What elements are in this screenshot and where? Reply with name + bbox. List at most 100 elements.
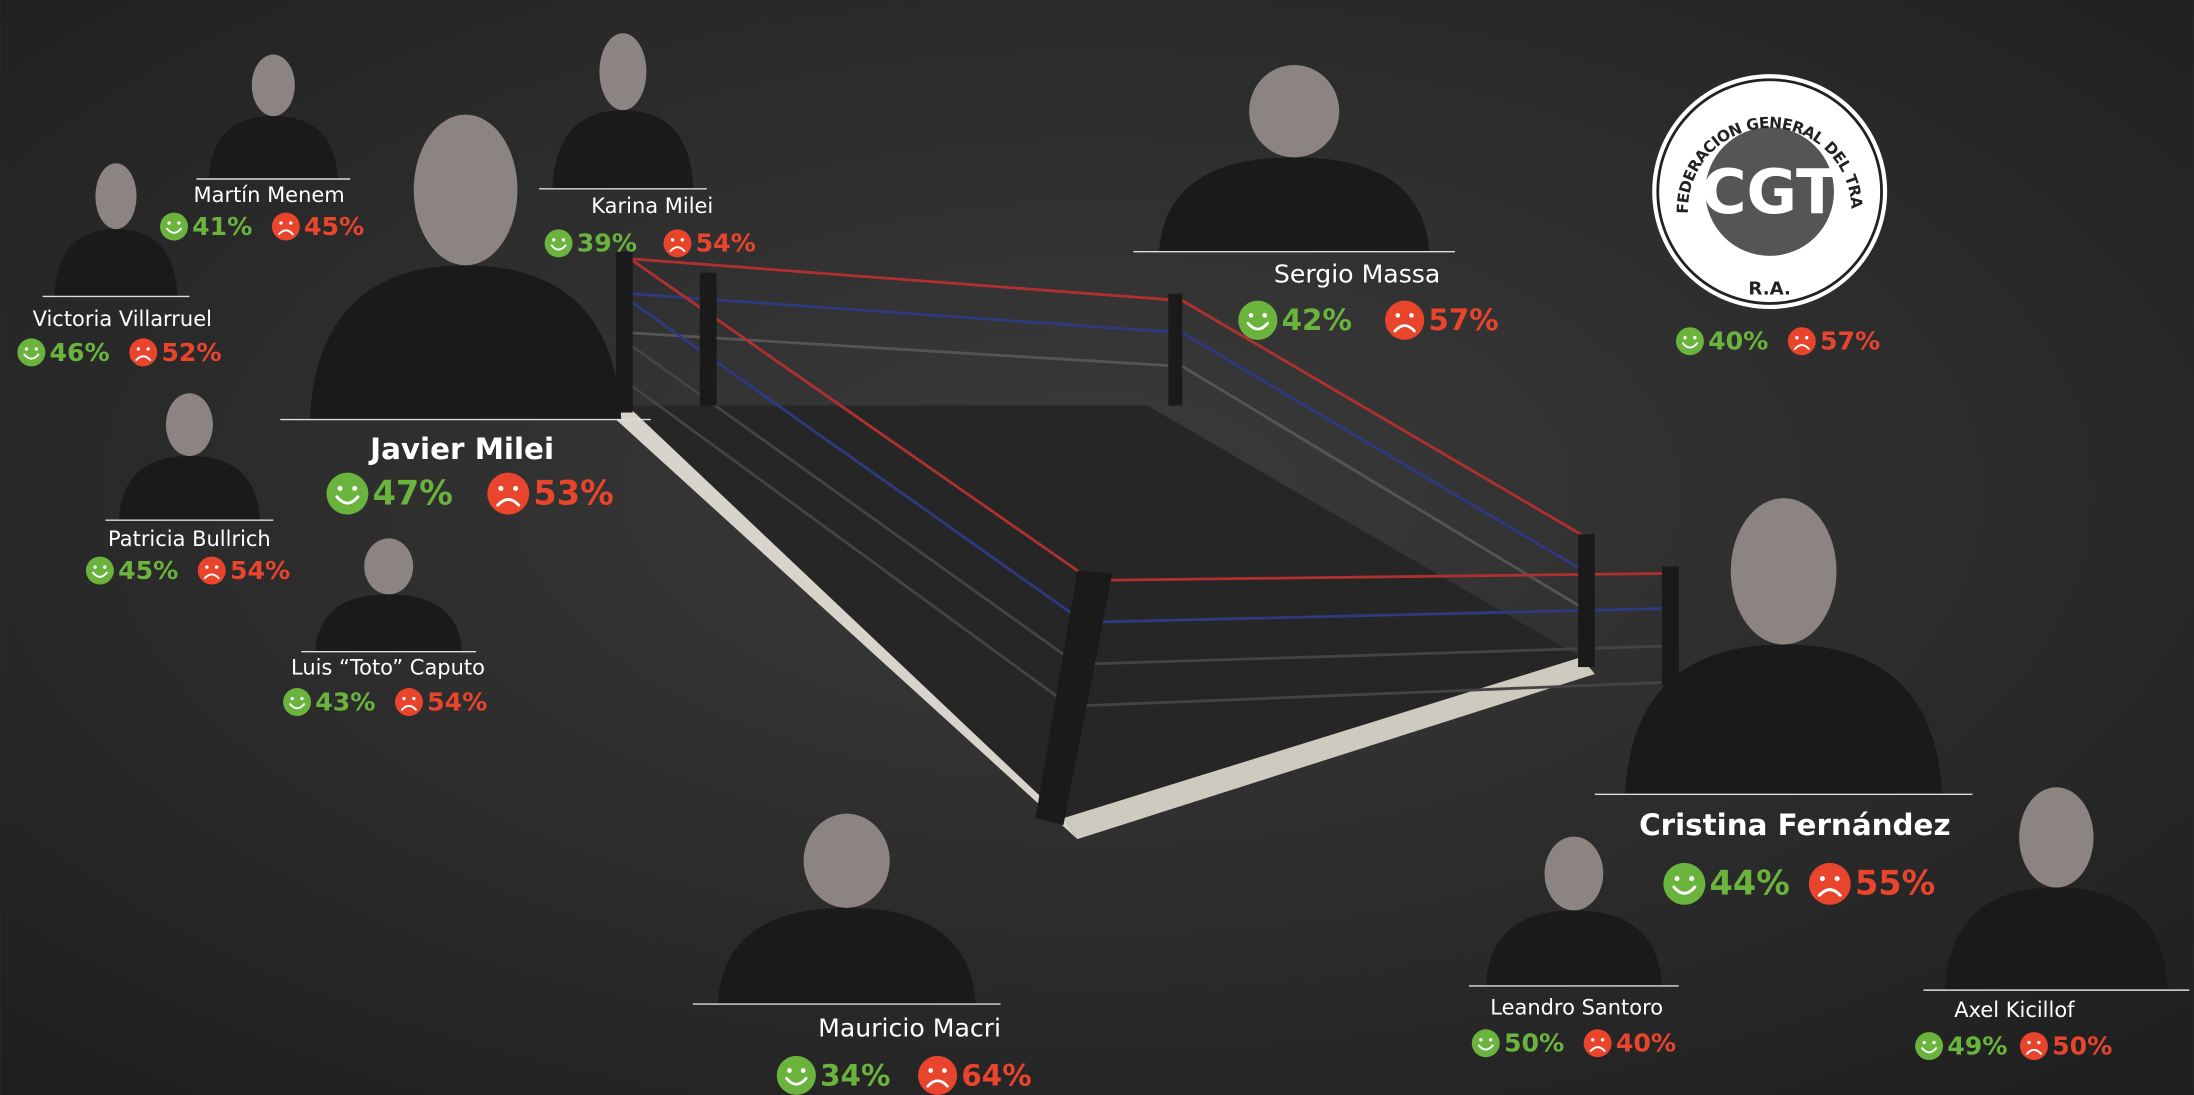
eye [146, 347, 149, 350]
frown-icon [1385, 301, 1424, 340]
eye [562, 238, 565, 241]
frown-icon [663, 229, 691, 257]
person-name: Victoria Villarruel [33, 307, 212, 331]
smile-icon [1663, 863, 1705, 905]
approve-pct: 34% [820, 1058, 890, 1092]
photo-head [599, 33, 646, 110]
eye [291, 697, 294, 700]
frown-icon [1809, 863, 1851, 905]
person-name: Mauricio Macri [818, 1013, 1001, 1042]
photo-head [252, 55, 295, 117]
frown-icon [1584, 1029, 1612, 1057]
eye [338, 486, 343, 491]
eye [1689, 876, 1694, 881]
photo-head [95, 163, 136, 229]
smile-icon [1472, 1029, 1500, 1057]
person-name: Sergio Massa [1274, 259, 1440, 288]
person-name: Axel Kicillof [1954, 998, 2075, 1022]
smile-icon [1238, 301, 1277, 340]
photo-head [1545, 837, 1604, 911]
eye [942, 1068, 947, 1073]
frown-icon [272, 213, 300, 241]
eye [2037, 1041, 2040, 1044]
person-name: Martín Menem [194, 183, 345, 207]
eye [513, 486, 518, 491]
eye [177, 221, 180, 224]
eye [300, 697, 303, 700]
eye [1489, 1038, 1492, 1041]
disapprove-pct: 54% [230, 556, 290, 585]
eye [352, 486, 357, 491]
smile-icon [283, 688, 311, 716]
photo-head [364, 538, 413, 594]
photo-head [414, 115, 518, 266]
eye [279, 221, 282, 224]
frown-icon [395, 688, 423, 716]
person-name: Karina Milei [591, 194, 713, 218]
approve-pct: 42% [1282, 303, 1352, 337]
photo-head [2019, 787, 2093, 887]
eye [1601, 1038, 1604, 1041]
disapprove-pct: 55% [1855, 864, 1935, 903]
eye [1674, 876, 1679, 881]
eye [93, 565, 96, 568]
person-name: Javier Milei [368, 432, 554, 466]
eye [1805, 336, 1808, 339]
approve-pct: 39% [577, 229, 637, 258]
frown-icon [129, 338, 157, 366]
logo-bottom-text: R.A. [1748, 278, 1791, 299]
disapprove-pct: 53% [533, 474, 613, 513]
eye [1395, 313, 1400, 318]
approve-pct: 47% [373, 474, 453, 513]
eye [671, 238, 674, 241]
eye [289, 221, 292, 224]
approve-pct: 49% [1947, 1031, 2007, 1060]
eye [1249, 313, 1254, 318]
smile-icon [1676, 327, 1704, 355]
person-name: Leandro Santoro [1490, 995, 1663, 1019]
eye [928, 1068, 933, 1073]
photo-head [166, 393, 213, 456]
eye [167, 221, 170, 224]
approve-pct: 40% [1708, 327, 1768, 356]
eye [25, 347, 28, 350]
eye [552, 238, 555, 241]
smile-icon [545, 229, 573, 257]
frown-icon [198, 557, 226, 585]
eye [205, 565, 208, 568]
eye [1262, 313, 1267, 318]
approve-pct: 41% [192, 212, 252, 241]
eye [1923, 1041, 1926, 1044]
eye [1693, 336, 1696, 339]
photo-head [804, 814, 890, 908]
eye [402, 697, 405, 700]
person-name: Cristina Fernández [1639, 808, 1951, 842]
person-name: Patricia Bullrich [108, 527, 271, 551]
eye [2027, 1041, 2030, 1044]
disapprove-pct: 54% [427, 687, 487, 716]
eye [1479, 1038, 1482, 1041]
photo-head [1731, 498, 1837, 644]
eye [137, 347, 140, 350]
approve-pct: 50% [1504, 1029, 1564, 1058]
eye [787, 1068, 792, 1073]
approve-pct: 45% [118, 556, 178, 585]
eye [1591, 1038, 1594, 1041]
frown-icon [918, 1056, 957, 1095]
logo-letters: CGT [1701, 156, 1838, 228]
photo-head [1249, 65, 1339, 157]
disapprove-pct: 57% [1428, 303, 1498, 337]
disapprove-pct: 45% [304, 212, 364, 241]
frown-icon [1788, 327, 1816, 355]
approve-pct: 46% [50, 338, 110, 367]
disapprove-pct: 54% [696, 229, 756, 258]
eye [1795, 336, 1798, 339]
smile-icon [326, 473, 368, 515]
infographic: CONFEDERACION GENERAL DEL TRABAJO CGT R.… [0, 0, 2194, 1095]
eye [412, 697, 415, 700]
disapprove-pct: 57% [1820, 327, 1880, 356]
eye [35, 347, 38, 350]
eye [215, 565, 218, 568]
eye [498, 486, 503, 491]
smile-icon [777, 1056, 816, 1095]
